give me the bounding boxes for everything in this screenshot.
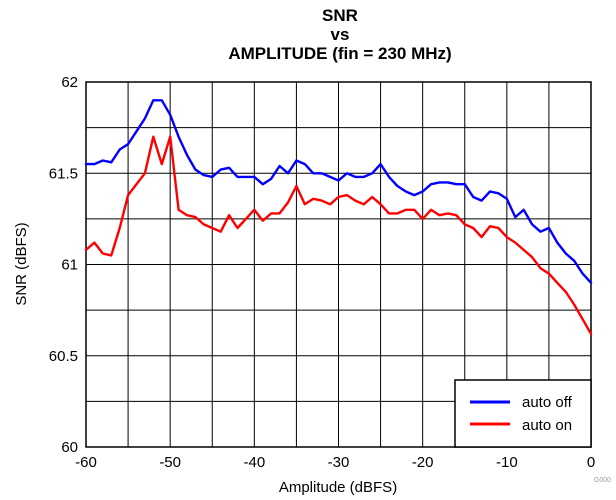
chart-title-line-2: vs <box>331 25 350 44</box>
y-tick-label: 62 <box>61 74 78 91</box>
series-lines <box>84 99 593 336</box>
chart-title-line-3: AMPLITUDE (fin = 230 MHz) <box>228 44 451 63</box>
chart-title: SNR vs AMPLITUDE (fin = 230 MHz) <box>228 6 451 63</box>
figure-code: G000 <box>594 477 611 484</box>
legend: auto off auto on <box>454 379 592 448</box>
tick-labels: -60 -50 -40 -30 -20 -10 0 60 60.5 61 61.5 62 <box>49 74 595 471</box>
y-tick-label: 61 <box>61 257 78 274</box>
x-tick-label: -20 <box>412 454 434 471</box>
series-line-auto-off <box>84 99 593 284</box>
x-tick-label: -10 <box>496 454 518 471</box>
x-tick-label: -50 <box>159 454 181 471</box>
y-tick-label: 60.5 <box>49 348 78 365</box>
x-tick-label: 0 <box>587 454 595 471</box>
y-tick-label: 61.5 <box>49 165 78 182</box>
y-axis-label: SNR (dBFS) <box>13 222 30 305</box>
legend-box <box>454 379 592 448</box>
x-axis-label: Amplitude (dBFS) <box>279 479 397 496</box>
grid-lines <box>86 82 591 447</box>
chart-title-line-1: SNR <box>322 6 358 25</box>
x-tick-label: -60 <box>75 454 97 471</box>
series-line-auto-on <box>84 135 593 336</box>
y-tick-label: 60 <box>61 439 78 456</box>
legend-label-auto-off: auto off <box>522 394 573 411</box>
x-tick-label: -40 <box>243 454 265 471</box>
legend-label-auto-on: auto on <box>522 417 572 434</box>
x-tick-label: -30 <box>328 454 350 471</box>
